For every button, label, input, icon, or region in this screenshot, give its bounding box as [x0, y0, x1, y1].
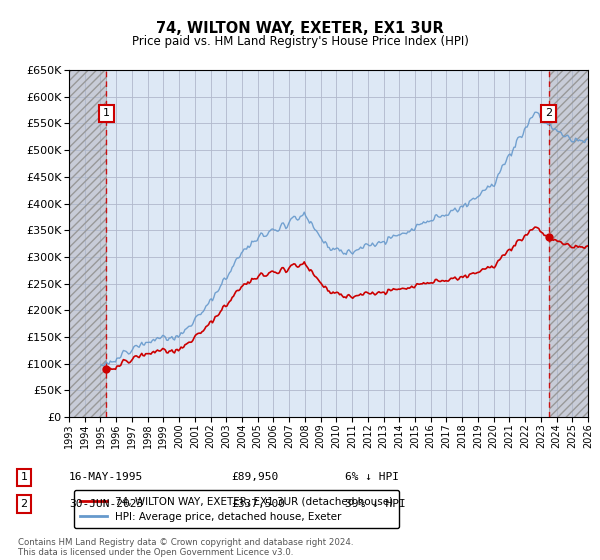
Text: £89,950: £89,950 [231, 472, 278, 482]
Text: £337,500: £337,500 [231, 499, 285, 509]
Text: 74, WILTON WAY, EXETER, EX1 3UR: 74, WILTON WAY, EXETER, EX1 3UR [156, 21, 444, 36]
Bar [548, 70, 588, 417]
Bar [548, 70, 588, 417]
Text: Price paid vs. HM Land Registry's House Price Index (HPI): Price paid vs. HM Land Registry's House … [131, 35, 469, 48]
Text: 2: 2 [20, 499, 28, 509]
Bar [69, 70, 106, 417]
Text: 1: 1 [103, 109, 110, 118]
Text: 1: 1 [20, 472, 28, 482]
Text: 2: 2 [545, 109, 552, 118]
Text: 16-MAY-1995: 16-MAY-1995 [69, 472, 143, 482]
Text: 30-JUN-2023: 30-JUN-2023 [69, 499, 143, 509]
Bar [69, 70, 106, 417]
Text: 6% ↓ HPI: 6% ↓ HPI [345, 472, 399, 482]
Text: Contains HM Land Registry data © Crown copyright and database right 2024.
This d: Contains HM Land Registry data © Crown c… [18, 538, 353, 557]
Legend: 74, WILTON WAY, EXETER, EX1 3UR (detached house), HPI: Average price, detached h: 74, WILTON WAY, EXETER, EX1 3UR (detache… [74, 490, 399, 528]
Text: 39% ↓ HPI: 39% ↓ HPI [345, 499, 406, 509]
